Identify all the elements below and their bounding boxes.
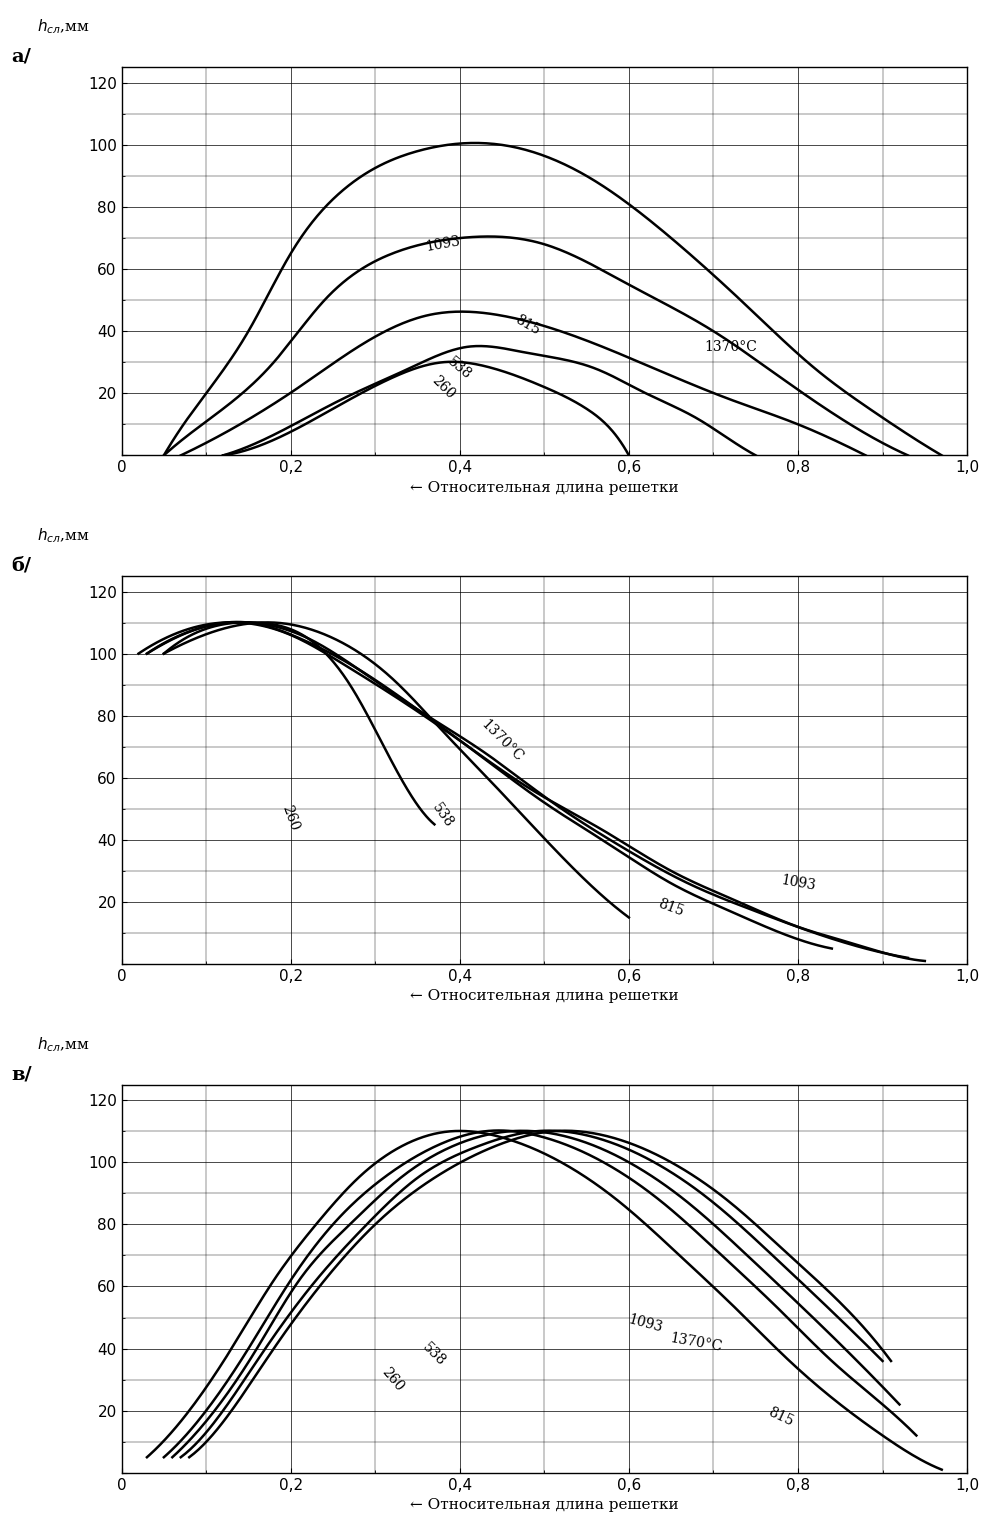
Text: 815: 815 bbox=[513, 313, 542, 337]
Text: 538: 538 bbox=[445, 354, 474, 382]
Text: а/: а/ bbox=[12, 48, 32, 66]
Text: 1370°С: 1370°С bbox=[704, 340, 757, 354]
Text: $h_{сл}$,мм: $h_{сл}$,мм bbox=[37, 526, 90, 544]
Text: 260: 260 bbox=[280, 803, 302, 832]
Text: $h_{сл}$,мм: $h_{сл}$,мм bbox=[37, 1035, 90, 1053]
Text: 260: 260 bbox=[429, 373, 457, 402]
X-axis label: ← Относительная длина решетки: ← Относительная длина решетки bbox=[410, 481, 679, 495]
Text: 1370°С: 1370°С bbox=[669, 1331, 724, 1354]
X-axis label: ← Относительная длина решетки: ← Относительная длина решетки bbox=[410, 989, 679, 1004]
Text: 815: 815 bbox=[766, 1404, 796, 1429]
Text: б/: б/ bbox=[12, 556, 32, 575]
Text: 260: 260 bbox=[378, 1364, 406, 1393]
Text: $h_{сл}$,мм: $h_{сл}$,мм bbox=[37, 17, 90, 37]
X-axis label: ← Относительная длина решетки: ← Относительная длина решетки bbox=[410, 1498, 679, 1512]
Text: в/: в/ bbox=[12, 1065, 32, 1084]
Text: 815: 815 bbox=[656, 897, 686, 920]
Text: 1093: 1093 bbox=[424, 235, 461, 254]
Text: 538: 538 bbox=[430, 800, 456, 829]
Text: 538: 538 bbox=[420, 1340, 449, 1369]
Text: 1093: 1093 bbox=[779, 874, 817, 894]
Text: 1093: 1093 bbox=[627, 1312, 665, 1335]
Text: 1370°С: 1370°С bbox=[478, 717, 526, 763]
